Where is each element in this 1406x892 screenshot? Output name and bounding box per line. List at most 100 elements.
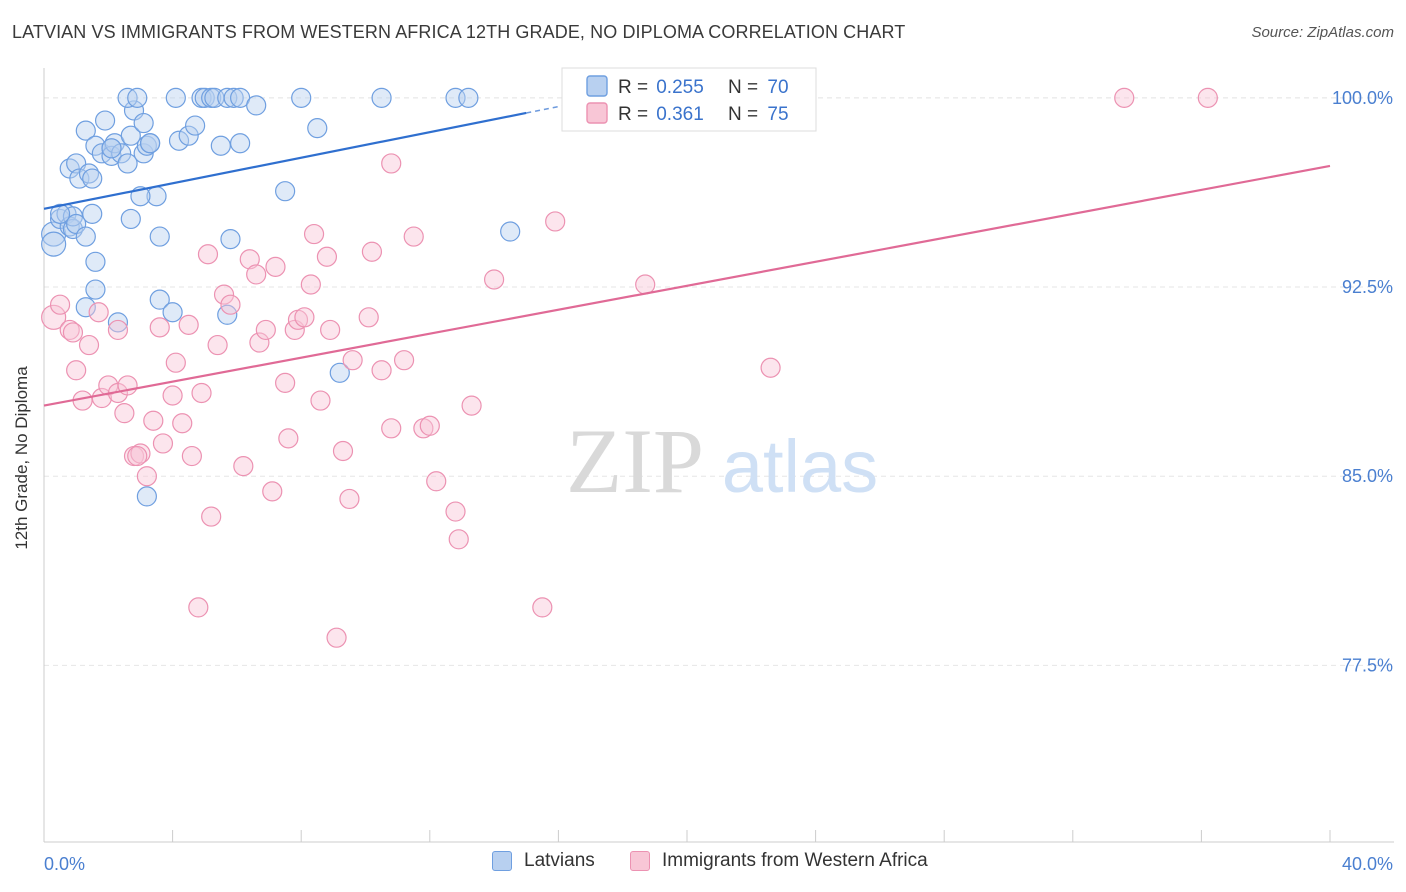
point-0-16 <box>75 297 96 318</box>
point-0-31 <box>136 135 157 156</box>
chart-source: Source: ZipAtlas.com <box>1251 24 1394 41</box>
grid-lines <box>44 97 1390 666</box>
point-1-70 <box>1197 87 1218 108</box>
point-1-4 <box>66 360 87 381</box>
point-0-65 <box>329 362 350 383</box>
point-1-38 <box>278 428 299 449</box>
x-tick-label-1: 40.0% <box>1342 854 1393 874</box>
point-0-19 <box>94 110 116 131</box>
legend-item-latvians[interactable]: Latvians <box>492 850 595 872</box>
point-1-30 <box>233 456 254 477</box>
point-0-52 <box>291 87 312 108</box>
point-1-24 <box>181 445 202 467</box>
point-1-23 <box>178 314 199 335</box>
point-0-1 <box>41 231 67 257</box>
point-1-71 <box>188 597 209 618</box>
point-1-34 <box>255 319 276 341</box>
point-1-55 <box>393 350 415 371</box>
point-1-62 <box>461 395 482 416</box>
point-1-67 <box>635 274 656 295</box>
point-1-36 <box>265 256 286 277</box>
point-0-64 <box>136 486 157 507</box>
point-1-27 <box>207 334 228 356</box>
point-1-68 <box>760 357 781 378</box>
point-1-52 <box>371 360 392 381</box>
point-1-44 <box>310 390 331 411</box>
point-1-64 <box>532 597 553 618</box>
point-1-26 <box>197 244 219 265</box>
point-1-29 <box>220 294 241 315</box>
trend-line-1 <box>43 164 1331 407</box>
point-0-61 <box>162 302 183 323</box>
chart-title: LATVIAN VS IMMIGRANTS FROM WESTERN AFRIC… <box>12 22 906 42</box>
point-1-3 <box>62 322 84 343</box>
point-1-74 <box>127 445 148 467</box>
point-1-32 <box>246 264 267 285</box>
point-1-69 <box>1114 87 1135 108</box>
point-1-73 <box>201 506 222 527</box>
legend-swatch-western-africa <box>630 851 650 871</box>
point-1-59 <box>426 471 447 492</box>
point-1-0 <box>41 304 67 330</box>
point-1-49 <box>342 350 363 371</box>
point-0-51 <box>275 181 296 202</box>
point-1-48 <box>339 488 360 510</box>
point-1-37 <box>275 372 296 393</box>
point-0-53 <box>307 118 328 139</box>
legend-label-latvians: Latvians <box>524 850 595 871</box>
point-0-57 <box>500 221 521 242</box>
point-1-1 <box>49 294 71 315</box>
legend-swatch-latvians <box>492 851 512 871</box>
point-1-2 <box>59 319 80 341</box>
point-0-59 <box>220 229 241 250</box>
point-0-69 <box>139 133 161 154</box>
legend-item-western-africa[interactable]: Immigrants from Western Africa <box>630 850 928 872</box>
point-0-66 <box>82 203 103 224</box>
point-1-19 <box>152 433 174 454</box>
trend-line-0 <box>43 111 527 210</box>
point-1-28 <box>213 284 235 305</box>
point-0-26 <box>120 125 141 146</box>
legend-r-label-1: R = <box>618 104 648 125</box>
point-1-20 <box>162 385 183 406</box>
legend-top-swatch-0 <box>586 75 608 97</box>
series-western-africa-points <box>41 87 1218 648</box>
point-1-31 <box>239 249 260 270</box>
point-1-17 <box>143 410 164 431</box>
point-0-58 <box>149 226 170 247</box>
y-tick-label-0: 77.5% <box>1342 655 1393 675</box>
point-0-24 <box>111 143 132 164</box>
point-1-72 <box>326 627 347 648</box>
point-1-51 <box>361 241 383 262</box>
point-1-61 <box>448 529 469 550</box>
point-0-35 <box>120 208 141 230</box>
point-1-56 <box>403 226 424 247</box>
point-1-43 <box>303 223 325 245</box>
point-0-25 <box>117 153 138 174</box>
point-0-45 <box>210 135 231 156</box>
y-tick-label-1: 85.0% <box>1342 466 1393 486</box>
point-1-47 <box>332 440 354 462</box>
point-0-15 <box>85 279 106 300</box>
point-1-45 <box>316 246 338 267</box>
axes <box>43 68 1394 843</box>
point-1-21 <box>165 352 186 373</box>
legend-r-value-0: 0.255 <box>656 77 704 98</box>
point-0-39 <box>178 125 199 146</box>
point-0-29 <box>133 112 154 134</box>
point-1-63 <box>484 269 505 290</box>
legend-n-label-0: N = <box>728 77 758 98</box>
point-1-35 <box>262 481 283 502</box>
point-0-37 <box>165 87 186 108</box>
point-0-40 <box>185 115 206 136</box>
legend-top-swatch-1 <box>586 102 608 124</box>
legend-n-value-1: 75 <box>767 104 788 125</box>
point-0-56 <box>458 87 479 108</box>
legend-top: R = 0.255 N = 70 R = 0.361 N = 75 <box>561 67 817 132</box>
point-1-25 <box>191 382 212 404</box>
point-1-33 <box>249 332 270 353</box>
point-1-6 <box>78 334 100 356</box>
point-1-22 <box>172 413 193 434</box>
point-0-14 <box>85 251 106 272</box>
